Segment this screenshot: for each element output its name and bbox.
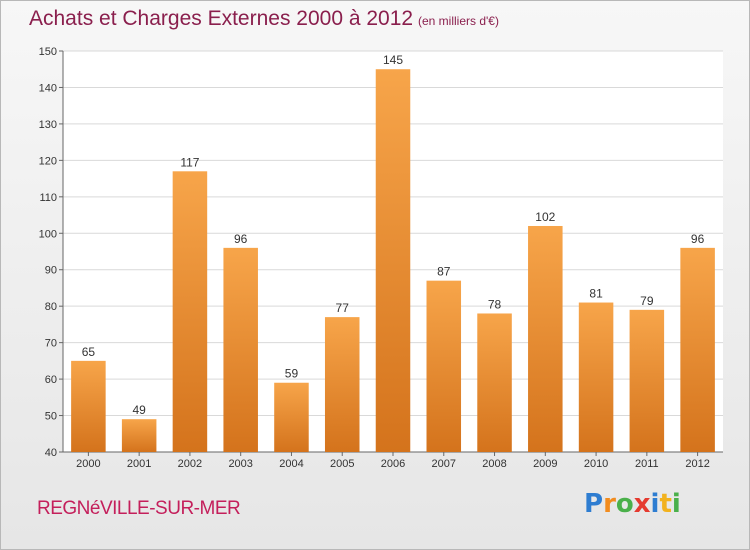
- chart-title: Achats et Charges Externes 2000 à 2012: [29, 7, 414, 30]
- bar-2008: [477, 313, 512, 452]
- data-label-2001: 49: [132, 403, 146, 417]
- data-label-2006: 145: [383, 53, 403, 67]
- x-tick-label-2009: 2009: [533, 458, 557, 470]
- x-tick-label-2011: 2011: [635, 458, 659, 470]
- bar-2009: [528, 225, 563, 452]
- x-tick-label-2012: 2012: [685, 458, 709, 470]
- x-tick-label-2000: 2000: [76, 458, 100, 470]
- data-label-2004: 59: [285, 367, 299, 381]
- bar-2000: [71, 360, 106, 452]
- bar-2005: [324, 317, 360, 452]
- data-label-2000: 65: [82, 345, 96, 359]
- logo-letter: i: [650, 489, 660, 519]
- x-tick-label-2006: 2006: [381, 458, 405, 470]
- bar-2010: [578, 302, 614, 452]
- chart-subtitle: (en milliers d'€): [418, 14, 499, 28]
- data-label-2010: 81: [589, 287, 603, 301]
- data-label-2007: 87: [437, 265, 451, 279]
- logo-letter: P: [584, 489, 604, 519]
- x-tick-label-2008: 2008: [482, 458, 506, 470]
- x-tick-label-2002: 2002: [178, 458, 202, 470]
- x-tick-label-2001: 2001: [127, 458, 151, 470]
- y-tick-label: 90: [45, 265, 57, 277]
- data-label-2011: 79: [640, 294, 654, 308]
- y-tick-label: 60: [45, 374, 57, 386]
- logo-letter: x: [633, 489, 651, 519]
- proxiti-logo[interactable]: Proxiti: [584, 489, 681, 519]
- data-label-2005: 77: [336, 301, 350, 315]
- x-tick-label-2005: 2005: [330, 458, 354, 470]
- y-tick-label: 110: [39, 192, 57, 204]
- data-label-2002: 117: [180, 155, 199, 169]
- bar-2011: [629, 309, 665, 452]
- y-tick-label: 120: [39, 155, 57, 167]
- bar-2003: [223, 247, 258, 452]
- y-tick-label: 80: [45, 301, 57, 313]
- logo-letter: r: [603, 489, 616, 519]
- y-tick-label: 70: [45, 338, 57, 350]
- bar-2004: [274, 382, 309, 452]
- bar-2012: [680, 247, 715, 452]
- data-label-2009: 102: [535, 210, 555, 224]
- data-label-2012: 96: [691, 232, 705, 246]
- logo-letter: t: [659, 489, 672, 519]
- x-tick-label-2010: 2010: [584, 458, 608, 470]
- y-tick-label: 150: [39, 46, 57, 58]
- y-tick-label: 130: [39, 119, 57, 131]
- place-name: REGNéVILLE-SUR-MER: [37, 498, 241, 519]
- x-tick-label-2003: 2003: [228, 458, 252, 470]
- logo-letter: i: [671, 489, 681, 519]
- y-tick-label: 140: [39, 82, 57, 94]
- bar-2002: [172, 171, 208, 453]
- bar-2001: [121, 419, 157, 452]
- bar-2007: [426, 280, 462, 452]
- logo-letter: o: [615, 489, 634, 519]
- y-tick-label: 100: [39, 228, 57, 240]
- data-label-2003: 96: [234, 232, 248, 246]
- data-label-2008: 78: [488, 297, 502, 311]
- y-tick-label: 40: [45, 447, 57, 459]
- x-tick-label-2004: 2004: [279, 458, 303, 470]
- y-tick-label: 50: [45, 411, 57, 423]
- bar-2006: [375, 69, 411, 453]
- x-tick-label-2007: 2007: [432, 458, 456, 470]
